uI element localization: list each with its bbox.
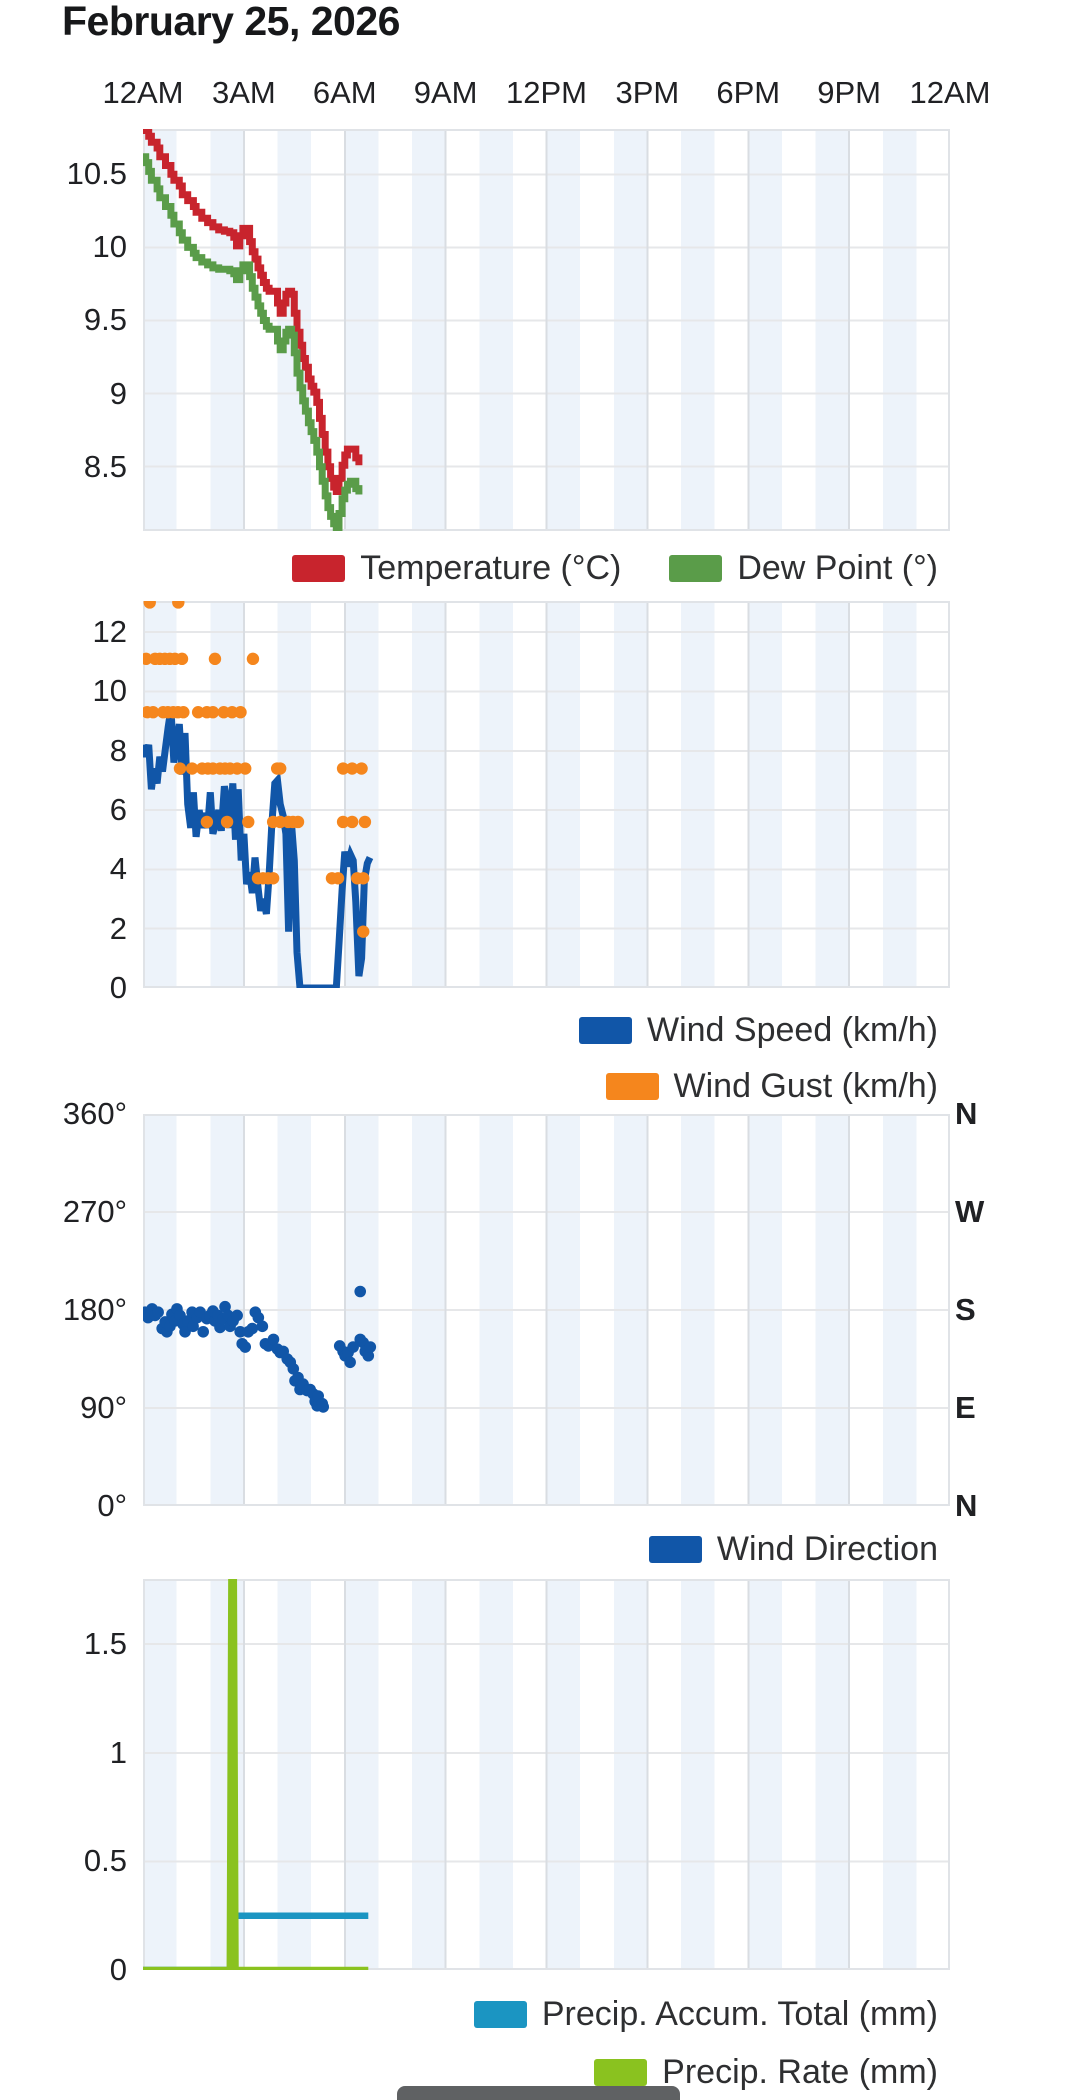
compass-tick-label: N — [955, 1096, 978, 1131]
y-tick-label: 270° — [62, 1194, 127, 1229]
y-tick-label: 180° — [62, 1292, 127, 1327]
wind-direction-swatch-icon — [648, 1535, 702, 1563]
temperature-c-series — [143, 129, 363, 495]
y-tick-label: 2 — [109, 910, 127, 946]
wind-gust-km-h-swatch-icon — [605, 1072, 659, 1100]
precipitation-legend-row: Precip. Rate (mm) — [594, 2055, 938, 2089]
wind-speed-chart — [143, 601, 950, 988]
wind-speed-km-h-series — [143, 708, 374, 988]
legend-item-precip-accum-total-mm: Precip. Accum. Total (mm) — [473, 1995, 938, 2033]
precip-accum-total-mm-swatch-icon — [473, 2000, 527, 2028]
x-axis-tick-label: 12AM — [909, 75, 991, 110]
y-tick-label: 10 — [92, 229, 127, 265]
precip-accum-total-mm-series — [143, 1912, 369, 1970]
legend-item-temperature-c: Temperature (°C) — [292, 551, 621, 585]
x-axis-tick-label: 12AM — [102, 75, 184, 110]
x-axis-tick-label: 9AM — [413, 75, 478, 110]
bottom-sheet-handle[interactable] — [397, 2086, 680, 2100]
precip-rate-mm-swatch-icon — [594, 2058, 648, 2086]
wind-speed-km-h-swatch-icon — [579, 1016, 632, 1044]
dew-point-series — [143, 153, 363, 531]
legend-item-wind-speed-km-h: Wind Speed (km/h) — [579, 1013, 938, 1047]
y-tick-label: 8 — [109, 732, 127, 768]
x-axis-tick-label: 3PM — [615, 75, 680, 110]
wind-direction-legend-row: Wind Direction — [648, 1530, 938, 1568]
legend-item-precip-rate-mm: Precip. Rate (mm) — [594, 2055, 938, 2089]
x-axis-tick-label: 6PM — [716, 75, 781, 110]
legend-label: Wind Speed (km/h) — [647, 1011, 938, 1049]
y-tick-label: 0 — [109, 970, 127, 1005]
legend-label: Precip. Accum. Total (mm) — [541, 1995, 938, 2033]
x-axis-tick-label: 12PM — [506, 75, 587, 110]
legend-item-wind-direction: Wind Direction — [648, 1530, 938, 1568]
y-tick-label: 0.5 — [83, 1843, 127, 1879]
temperature-legend-row: Temperature (°C) Dew Point (°) — [292, 551, 938, 585]
compass-tick-label: N — [955, 1488, 978, 1523]
y-tick-label: 0° — [97, 1488, 127, 1523]
precipitation-chart — [143, 1579, 950, 1970]
compass-tick-label: W — [955, 1194, 985, 1229]
y-tick-label: 1 — [109, 1734, 127, 1770]
y-tick-label: 6 — [109, 792, 127, 828]
y-tick-label: 8.5 — [83, 448, 127, 484]
y-tick-label: 10 — [92, 673, 127, 709]
temperature-chart — [143, 129, 950, 531]
legend-label: Dew Point (°) — [737, 549, 938, 587]
y-tick-label: 9.5 — [83, 302, 127, 338]
legend-label: Temperature (°C) — [360, 549, 622, 587]
dew-point-swatch-icon — [669, 554, 723, 582]
wind-gust-km-h-series — [143, 601, 372, 938]
x-axis-tick-label: 3AM — [212, 75, 276, 110]
y-tick-label: 360° — [62, 1096, 127, 1131]
y-tick-label: 10.5 — [66, 156, 127, 192]
legend-label: Wind Gust (km/h) — [673, 1067, 938, 1105]
wind-speed-legend-row: Wind Gust (km/h) — [605, 1067, 938, 1105]
legend-label: Wind Direction — [716, 1530, 938, 1568]
y-tick-label: 90° — [80, 1390, 127, 1425]
y-tick-label: 4 — [109, 851, 127, 887]
x-axis-tick-label: 9PM — [817, 75, 881, 110]
wind-direction-series — [143, 1285, 377, 1413]
precipitation-legend-row: Precip. Accum. Total (mm) — [473, 1995, 938, 2033]
legend-label: Precip. Rate (mm) — [662, 2053, 938, 2091]
y-tick-label: 0 — [109, 1952, 127, 1987]
y-tick-label: 12 — [92, 614, 127, 650]
compass-tick-label: E — [955, 1390, 976, 1425]
y-tick-label: 9 — [109, 375, 127, 411]
wind-direction-chart — [143, 1114, 950, 1506]
precip-rate-mm-series — [143, 1579, 369, 1970]
wind-speed-legend-row: Wind Speed (km/h) — [579, 1013, 938, 1047]
compass-tick-label: S — [955, 1292, 976, 1327]
legend-item-dew-point: Dew Point (°) — [669, 551, 938, 585]
x-axis-tick-label: 6AM — [312, 75, 377, 110]
page-title: February 25, 2026 — [62, 0, 400, 44]
y-tick-label: 1.5 — [83, 1626, 127, 1662]
legend-item-wind-gust-km-h: Wind Gust (km/h) — [605, 1067, 938, 1105]
temperature-c-swatch-icon — [292, 554, 346, 582]
